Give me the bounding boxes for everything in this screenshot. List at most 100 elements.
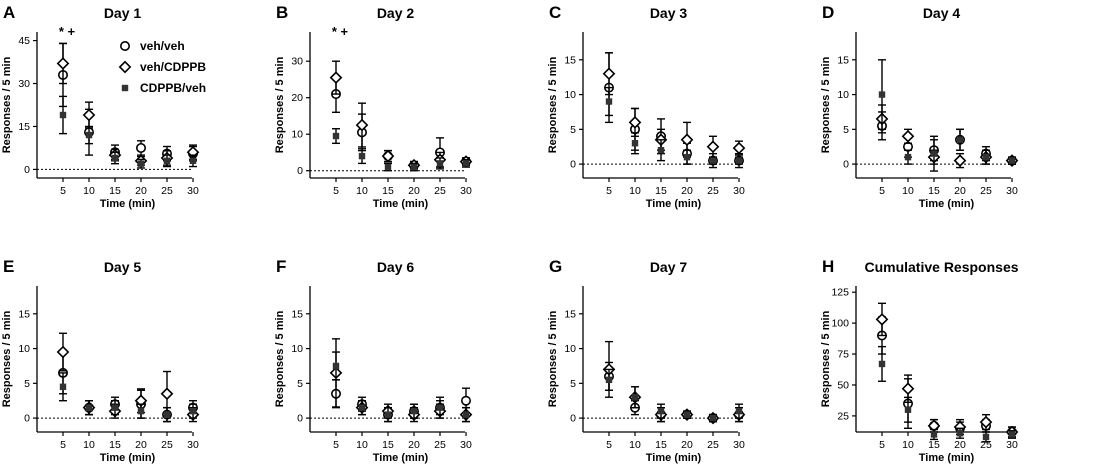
x-tick-label: 25 [161, 185, 173, 197]
y-tick-label: 50 [837, 379, 849, 391]
y-tick-label: 30 [291, 56, 303, 68]
data-point [59, 111, 67, 119]
data-point [329, 71, 343, 84]
x-tick-label: 5 [333, 185, 339, 197]
data-point [332, 132, 340, 140]
x-tick-label: 5 [333, 439, 339, 451]
y-tick-label: 0 [24, 413, 30, 425]
x-tick-label: 10 [83, 185, 95, 197]
y-axis-label: Responses / 5 min [547, 56, 559, 153]
x-tick-label: 30 [460, 185, 472, 197]
y-tick-label: 20 [291, 92, 303, 104]
data-point [735, 407, 743, 415]
x-tick-label: 15 [655, 439, 667, 451]
y-tick-label: 15 [564, 308, 576, 320]
panel-g: G Day 7 0 5 10 15 5 10 15 20 25 30 Time (min) Respons… [547, 257, 746, 464]
series-cdppb-veh [605, 368, 743, 423]
panel-letter: E [3, 257, 14, 276]
y-tick-label: 45 [18, 35, 30, 47]
series-veh-cdppb [875, 302, 1019, 439]
x-tick-label: 15 [928, 439, 940, 451]
x-tick-label: 15 [928, 185, 940, 197]
y-tick-label: 0 [297, 165, 303, 177]
legend-marker [120, 40, 131, 51]
x-tick-label: 30 [733, 439, 745, 451]
series-cdppb-veh [878, 345, 1016, 443]
panel-d: D Day 4 0 5 10 15 5 10 15 20 25 30 Time (min) Respons… [820, 3, 1019, 210]
y-tick-label: 75 [837, 349, 849, 361]
data-point [163, 411, 171, 418]
data-point [904, 153, 912, 161]
data-point [709, 157, 717, 164]
x-tick-label: 5 [606, 185, 612, 197]
panel-letter: H [822, 257, 834, 276]
series-veh-veh [876, 316, 1017, 438]
x-tick-label: 10 [629, 439, 641, 451]
y-tick-label: 10 [564, 89, 576, 101]
y-axis-label: Responses / 5 min [820, 310, 832, 407]
data-point [709, 414, 717, 422]
data-point [163, 157, 171, 165]
data-point [1008, 157, 1016, 164]
x-tick-label: 20 [681, 439, 693, 451]
data-point [358, 152, 366, 160]
data-point [657, 146, 665, 154]
data-point [605, 376, 613, 384]
x-tick-label: 5 [879, 185, 885, 197]
series-cdppb-veh [332, 351, 470, 423]
x-tick-label: 15 [382, 439, 394, 451]
x-tick-label: 5 [60, 185, 66, 197]
x-tick-label: 30 [460, 439, 472, 451]
y-axis-label: Responses / 5 min [547, 310, 559, 407]
data-point [137, 407, 145, 415]
x-tick-label: 25 [161, 439, 173, 451]
x-tick-label: 30 [1006, 185, 1018, 197]
data-point [732, 141, 746, 155]
panel-title: Cumulative Responses [864, 259, 1018, 275]
panel-letter: G [549, 257, 562, 276]
data-point [706, 140, 720, 154]
data-point [953, 154, 967, 167]
series-cdppb-veh [605, 86, 743, 165]
x-tick-label: 15 [655, 185, 667, 197]
x-tick-label: 20 [408, 185, 420, 197]
legend-label: veh/veh [140, 39, 185, 53]
y-tick-label: 100 [831, 318, 849, 330]
y-tick-label: 5 [24, 378, 30, 390]
data-point [137, 160, 145, 167]
y-tick-label: 15 [18, 121, 30, 133]
y-axis-label: Responses / 5 min [274, 310, 286, 407]
x-tick-label: 25 [434, 185, 446, 197]
y-tick-label: 5 [570, 124, 576, 136]
data-point [410, 407, 418, 415]
data-point [680, 133, 694, 147]
data-point [631, 394, 639, 401]
y-axis-label: Responses / 5 min [820, 56, 832, 153]
x-tick-label: 30 [1006, 439, 1018, 451]
panel-f: F Day 6 0 5 10 15 5 10 15 20 25 30 Time (min) Respons… [274, 257, 473, 464]
data-point [111, 404, 119, 411]
data-point [381, 149, 395, 163]
y-tick-label: 5 [570, 378, 576, 390]
x-tick-label: 10 [356, 439, 368, 451]
x-axis-label: Time (min) [373, 452, 429, 464]
series-veh-cdppb [875, 104, 1019, 169]
data-point [59, 383, 67, 391]
data-point [956, 430, 964, 437]
x-axis-label: Time (min) [646, 198, 702, 210]
series-veh-veh [330, 379, 471, 423]
data-point [460, 395, 471, 406]
panel-letter: C [549, 3, 561, 22]
x-tick-label: 20 [954, 439, 966, 451]
x-tick-label: 25 [980, 185, 992, 197]
x-tick-label: 10 [902, 439, 914, 451]
data-point [982, 433, 990, 441]
data-point [136, 142, 147, 153]
y-axis-label: Responses / 5 min [274, 56, 286, 153]
y-tick-label: 10 [291, 343, 303, 355]
x-tick-label: 20 [135, 439, 147, 451]
data-point [875, 313, 889, 326]
series-cdppb-veh [59, 95, 197, 169]
x-axis-label: Time (min) [919, 452, 975, 464]
panel-title: Day 1 [104, 5, 142, 21]
